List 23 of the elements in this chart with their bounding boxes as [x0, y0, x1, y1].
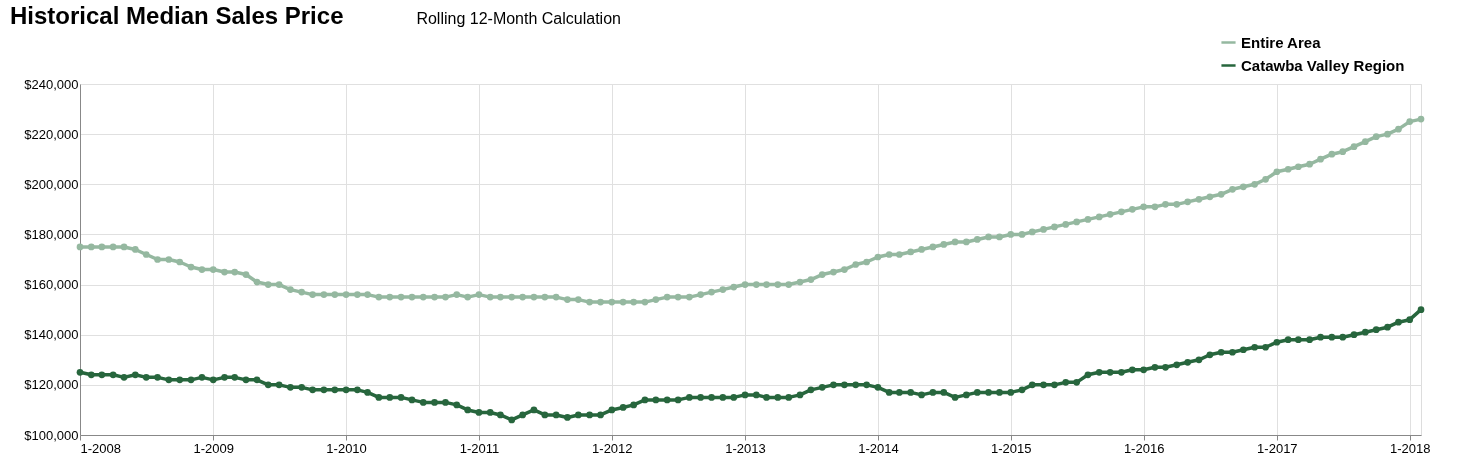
legend-label: Catawba Valley Region	[1241, 56, 1405, 74]
y-tick-label: $160,000	[24, 277, 79, 293]
x-tick-label: 1-2015	[991, 440, 1032, 456]
y-tick-label: $240,000	[24, 76, 79, 92]
x-tick-label: 1-2009	[193, 440, 234, 456]
y-tick-label: $120,000	[24, 377, 79, 393]
x-tick-label: 1-2017	[1257, 440, 1298, 456]
x-tick-label: 1-2008	[80, 440, 121, 456]
y-tick-label: $200,000	[24, 176, 79, 192]
y-tick-label: $140,000	[24, 327, 79, 343]
x-tick-label: 1-2010	[326, 440, 367, 456]
chart-subtitle: Rolling 12-Month Calculation	[416, 10, 621, 27]
legend-label: Entire Area	[1241, 33, 1322, 51]
y-tick-label: $100,000	[24, 427, 79, 443]
y-tick-label: $180,000	[24, 226, 79, 242]
x-tick-label: 1-2016	[1123, 440, 1165, 456]
x-tick-label: 1-2014	[858, 440, 899, 456]
x-tick-label: 1-2012	[592, 440, 633, 456]
x-tick-label: 1-2011	[459, 440, 500, 456]
y-tick-label: $220,000	[24, 126, 79, 142]
chart-title: Historical Median Sales Price	[10, 2, 344, 29]
x-tick-label: 1-2013	[725, 440, 766, 456]
x-tick-label: 1-2018	[1389, 440, 1431, 456]
